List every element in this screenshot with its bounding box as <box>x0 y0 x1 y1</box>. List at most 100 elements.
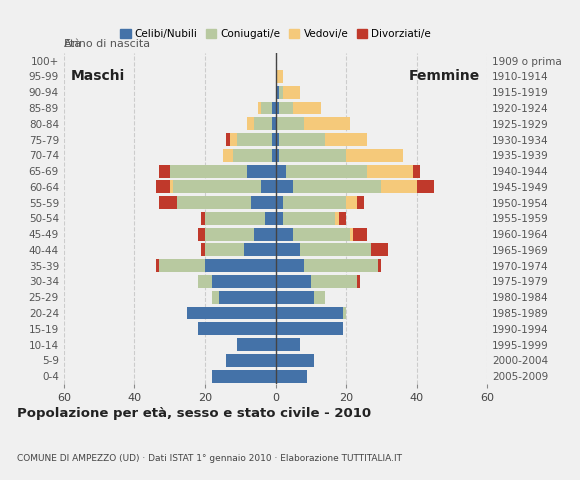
Bar <box>304 259 378 272</box>
Bar <box>247 165 276 178</box>
Bar <box>247 117 254 130</box>
Bar <box>276 149 279 162</box>
Bar <box>276 243 300 256</box>
Bar <box>258 102 262 114</box>
Bar <box>276 70 282 83</box>
Bar <box>244 243 276 256</box>
Bar <box>198 275 212 288</box>
Bar <box>205 259 276 272</box>
Bar <box>219 291 276 304</box>
Bar <box>276 291 314 304</box>
Bar <box>311 275 357 288</box>
Bar <box>177 196 251 209</box>
Bar <box>155 180 170 193</box>
Bar <box>279 102 293 114</box>
Bar <box>230 133 237 146</box>
Bar <box>276 102 279 114</box>
Bar <box>272 149 276 162</box>
Bar <box>282 86 300 99</box>
Bar <box>367 165 413 178</box>
Text: Anno di nascita: Anno di nascita <box>64 39 150 49</box>
Text: Età: Età <box>64 39 82 49</box>
Bar <box>251 196 276 209</box>
Bar <box>159 196 177 209</box>
Bar <box>346 196 357 209</box>
Bar <box>276 86 279 99</box>
Bar <box>276 338 300 351</box>
Bar <box>276 117 304 130</box>
Bar <box>265 212 276 225</box>
Bar <box>378 259 382 272</box>
Text: COMUNE DI AMPEZZO (UD) · Dati ISTAT 1° gennaio 2010 · Elaborazione TUTTITALIA.IT: COMUNE DI AMPEZZO (UD) · Dati ISTAT 1° g… <box>17 454 403 463</box>
Bar <box>226 354 276 367</box>
Bar <box>276 307 343 320</box>
Bar <box>212 370 276 383</box>
Bar <box>212 291 219 304</box>
Bar <box>205 212 265 225</box>
Bar <box>198 323 276 335</box>
Bar <box>357 275 360 288</box>
Bar <box>276 370 307 383</box>
Bar <box>279 86 282 99</box>
Bar <box>282 196 346 209</box>
Bar <box>279 149 346 162</box>
Text: Popolazione per età, sesso e stato civile - 2010: Popolazione per età, sesso e stato civil… <box>17 407 372 420</box>
Bar <box>282 212 335 225</box>
Bar <box>155 259 159 272</box>
Bar <box>169 180 173 193</box>
Bar <box>276 228 293 240</box>
Bar <box>276 212 282 225</box>
Bar <box>233 149 272 162</box>
Bar <box>279 133 325 146</box>
Bar <box>255 117 272 130</box>
Text: Femmine: Femmine <box>409 70 480 84</box>
Bar <box>300 243 371 256</box>
Bar <box>416 180 434 193</box>
Bar <box>286 165 367 178</box>
Bar <box>276 354 314 367</box>
Bar <box>276 323 343 335</box>
Bar <box>357 196 364 209</box>
Bar <box>276 165 286 178</box>
Bar <box>237 338 276 351</box>
Bar <box>293 180 382 193</box>
Bar <box>272 117 276 130</box>
Bar <box>346 149 403 162</box>
Bar <box>413 165 420 178</box>
Bar <box>382 180 416 193</box>
Bar <box>272 133 276 146</box>
Bar <box>159 165 170 178</box>
Bar <box>205 228 254 240</box>
Bar <box>254 228 276 240</box>
Bar <box>350 228 353 240</box>
Text: Maschi: Maschi <box>71 70 125 84</box>
Bar <box>237 133 272 146</box>
Bar <box>201 243 205 256</box>
Bar <box>201 212 205 225</box>
Legend: Celibi/Nubili, Coniugati/e, Vedovi/e, Divorziati/e: Celibi/Nubili, Coniugati/e, Vedovi/e, Di… <box>116 25 435 43</box>
Bar <box>325 133 367 146</box>
Bar <box>343 307 346 320</box>
Bar <box>304 117 350 130</box>
Bar <box>187 307 276 320</box>
Bar <box>226 133 230 146</box>
Bar <box>159 259 205 272</box>
Bar <box>276 196 282 209</box>
Bar <box>293 228 350 240</box>
Bar <box>212 275 276 288</box>
Bar <box>262 180 275 193</box>
Bar <box>314 291 325 304</box>
Bar <box>276 275 311 288</box>
Bar <box>272 102 276 114</box>
Bar <box>205 243 244 256</box>
Bar <box>262 102 272 114</box>
Bar <box>276 180 293 193</box>
Bar <box>371 243 389 256</box>
Bar <box>198 228 205 240</box>
Bar <box>276 133 279 146</box>
Bar <box>335 212 339 225</box>
Bar <box>293 102 321 114</box>
Bar <box>339 212 346 225</box>
Bar <box>353 228 367 240</box>
Bar <box>170 165 247 178</box>
